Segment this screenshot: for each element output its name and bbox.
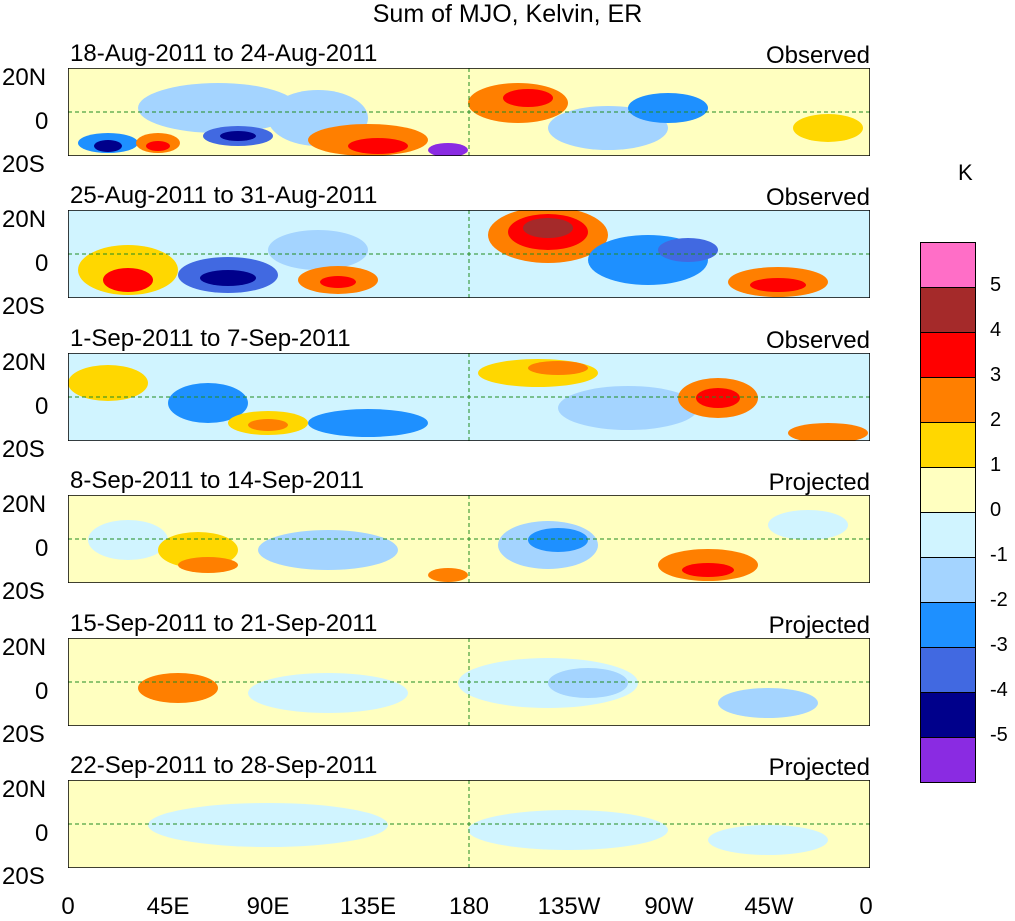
anomaly-map	[68, 780, 870, 868]
colorbar-swatch	[920, 512, 976, 558]
lat-label-20n: 20N	[2, 349, 47, 376]
panel-status: Projected	[768, 469, 870, 496]
panel-date: 8-Sep-2011 to 14-Sep-2011	[70, 467, 364, 494]
anomaly-map	[68, 210, 870, 298]
panel-status: Observed	[765, 184, 870, 211]
lat-label-20n: 20N	[2, 64, 47, 91]
colorbar-tick-label: -1	[990, 544, 1008, 566]
panel-status: Projected	[768, 612, 870, 639]
anomaly-map	[68, 495, 870, 583]
figure-title: Sum of MJO, Kelvin, ER	[372, 0, 643, 28]
panel-date: 18-Aug-2011 to 24-Aug-2011	[70, 40, 378, 67]
colorbar-tick-label: -2	[990, 589, 1008, 611]
lat-label-20s: 20S	[2, 863, 45, 890]
colorbar-swatch	[920, 737, 976, 783]
lon-label: 135E	[339, 893, 397, 920]
lon-label: 0	[61, 893, 75, 920]
colorbar-swatch	[920, 242, 976, 288]
colorbar	[920, 242, 976, 783]
lat-label-20s: 20S	[2, 293, 45, 320]
colorbar-swatch	[920, 647, 976, 693]
map-panel: 1-Sep-2011 to 7-Sep-2011 Observed 20N 0 …	[0, 325, 900, 473]
colorbar-swatch	[920, 602, 976, 648]
lon-label: 180	[448, 893, 490, 920]
lon-label: 135W	[537, 893, 601, 920]
lat-label-20n: 20N	[2, 634, 47, 661]
colorbar-tick-label: -4	[990, 679, 1008, 701]
colorbar-swatch	[920, 377, 976, 423]
colorbar-tick-label: -5	[990, 724, 1008, 746]
anomaly-map	[68, 638, 870, 726]
panel-date: 15-Sep-2011 to 21-Sep-2011	[70, 610, 378, 637]
lat-label-20s: 20S	[2, 578, 45, 605]
lat-label-0: 0	[35, 678, 49, 705]
colorbar-swatch	[920, 332, 976, 378]
colorbar-tick-label: 2	[990, 409, 1002, 431]
colorbar-unit: K	[958, 160, 973, 185]
colorbar-tick-label: -3	[990, 634, 1008, 656]
lat-label-20n: 20N	[2, 206, 47, 233]
lon-label: 90E	[246, 893, 290, 920]
colorbar-swatch	[920, 422, 976, 468]
lon-label: 45E	[146, 893, 190, 920]
colorbar-tick-label: 5	[990, 274, 1002, 296]
colorbar-swatch	[920, 287, 976, 333]
lon-label: 90W	[644, 893, 694, 920]
lon-label: 0	[859, 893, 873, 920]
map-panel: 18-Aug-2011 to 24-Aug-2011 Observed 20N …	[0, 40, 900, 188]
colorbar-swatch	[920, 692, 976, 738]
lon-label: 45W	[744, 893, 794, 920]
lat-label-20n: 20N	[2, 491, 47, 518]
panel-date: 1-Sep-2011 to 7-Sep-2011	[70, 325, 351, 352]
colorbar-tick-label: 1	[990, 454, 1002, 476]
map-panel: 8-Sep-2011 to 14-Sep-2011 Projected 20N …	[0, 467, 900, 615]
lat-label-0: 0	[35, 820, 49, 847]
lat-label-20s: 20S	[2, 721, 45, 748]
colorbar-tick-label: 4	[990, 319, 1002, 341]
anomaly-map	[68, 353, 870, 441]
panel-status: Projected	[768, 754, 870, 781]
lat-label-0: 0	[35, 108, 49, 135]
colorbar-tick-label: 0	[990, 499, 1002, 521]
lat-label-20s: 20S	[2, 151, 45, 178]
lat-label-20s: 20S	[2, 436, 45, 463]
map-panel: 25-Aug-2011 to 31-Aug-2011 Observed 20N …	[0, 182, 900, 330]
lat-label-20n: 20N	[2, 776, 47, 803]
anomaly-map	[68, 68, 870, 156]
colorbar-swatch	[920, 467, 976, 513]
panel-status: Observed	[765, 42, 870, 69]
panel-date: 22-Sep-2011 to 28-Sep-2011	[70, 752, 378, 779]
panel-status: Observed	[765, 327, 870, 354]
map-panel: 15-Sep-2011 to 21-Sep-2011 Projected 20N…	[0, 610, 900, 758]
colorbar-swatch	[920, 557, 976, 603]
colorbar-tick-label: 3	[990, 364, 1002, 386]
map-panel: 22-Sep-2011 to 28-Sep-2011 Projected 20N…	[0, 752, 900, 900]
lat-label-0: 0	[35, 535, 49, 562]
lat-label-0: 0	[35, 250, 49, 277]
panel-date: 25-Aug-2011 to 31-Aug-2011	[70, 182, 378, 209]
lat-label-0: 0	[35, 393, 49, 420]
